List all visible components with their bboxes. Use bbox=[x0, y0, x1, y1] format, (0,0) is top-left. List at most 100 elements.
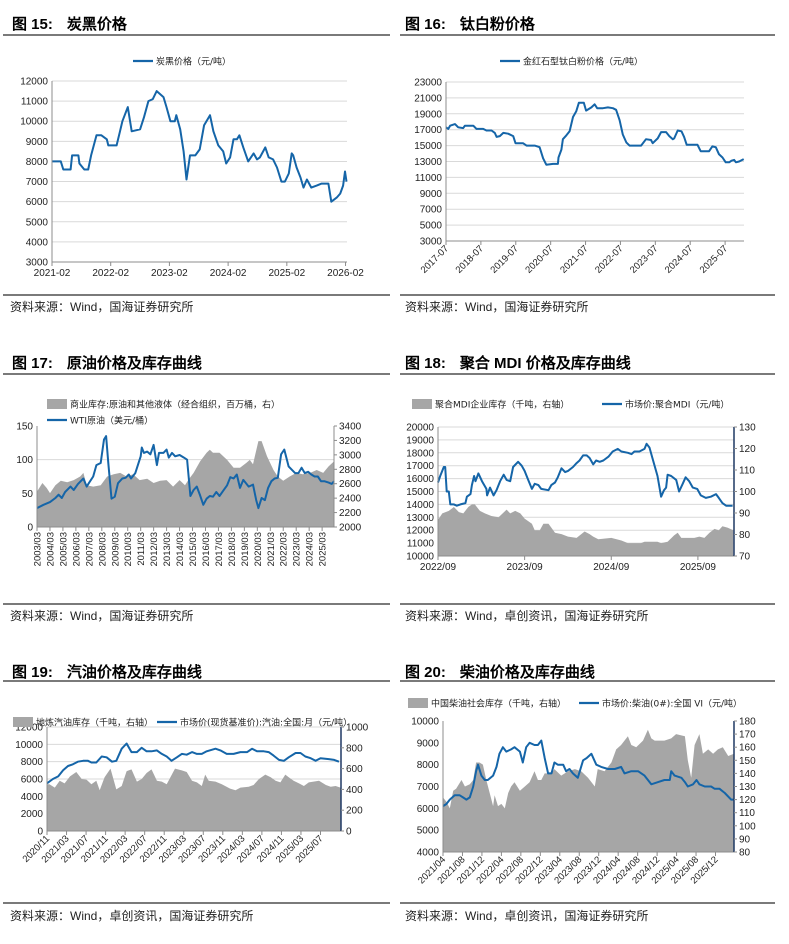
figure-title-text: 钛白粉价格 bbox=[459, 16, 535, 33]
x-tick-label: 2024-07 bbox=[663, 243, 695, 275]
y-left-tick-label: 6000 bbox=[26, 197, 49, 208]
x-tick-label: 2003/03 bbox=[33, 532, 44, 566]
y-left-tick-label: 14000 bbox=[406, 500, 434, 511]
fig18-chart: 10000 11000 12000 13000 14000 15000 16000 17000… bbox=[406, 399, 756, 574]
y-right-tick-label: 120 bbox=[739, 444, 756, 455]
legend-label: 市场价:柴油(0#):全国 VI（元/吨） bbox=[602, 698, 742, 710]
y-right-tick-label: 100 bbox=[739, 821, 756, 832]
y-left-tick-label: 16000 bbox=[406, 474, 434, 485]
y-left-tick-label: 10000 bbox=[20, 117, 48, 128]
x-tick-label: 2023-02 bbox=[151, 268, 188, 279]
y-left-tick-label: 15000 bbox=[406, 487, 434, 498]
legend-item: WTI原油（美元/桶） bbox=[47, 415, 153, 427]
legend-item: 市场价:聚合MDI（元/吨） bbox=[602, 399, 729, 411]
y-left-tick-label: 4000 bbox=[417, 848, 440, 859]
y-right-tick-label: 130 bbox=[739, 782, 756, 793]
figure-15-source: 资料来源：Wind，国海证券研究所 bbox=[10, 300, 194, 314]
y-left-tick-label: 19000 bbox=[414, 109, 442, 120]
source-divider bbox=[3, 902, 390, 904]
figure-number: 图 16: bbox=[405, 16, 446, 33]
figure-15-title: 图 15: 炭黑价格 bbox=[12, 13, 127, 34]
x-tick-label: 2016/03 bbox=[201, 532, 212, 566]
legend-swatch-area bbox=[47, 399, 67, 409]
legend-item: 金红石型钛白粉价格（元/吨） bbox=[500, 56, 643, 68]
y-left-tick-label: 12000 bbox=[20, 77, 48, 88]
y-left-tick-label: 9000 bbox=[26, 137, 49, 148]
legend-item: 地炼汽油库存（千吨，右轴） bbox=[13, 717, 153, 729]
y-left-tick-label: 8000 bbox=[21, 757, 44, 768]
title-divider bbox=[400, 373, 775, 375]
y-left-tick-label: 10000 bbox=[406, 552, 434, 563]
legend-label: 金红石型钛白粉价格（元/吨） bbox=[523, 56, 643, 68]
series-line-price bbox=[442, 739, 734, 807]
y-right-tick-label: 2400 bbox=[339, 494, 362, 505]
y-left-tick-label: 4000 bbox=[26, 237, 49, 248]
y-right-tick-label: 2200 bbox=[339, 508, 362, 519]
y-left-tick-label: 9000 bbox=[417, 738, 440, 749]
legend-swatch-area bbox=[408, 698, 428, 708]
legend-swatch-area bbox=[13, 717, 33, 727]
title-divider bbox=[400, 680, 775, 682]
y-left-tick-label: 7000 bbox=[420, 205, 443, 216]
legend-swatch-area bbox=[412, 399, 432, 409]
figure-number: 图 18: bbox=[405, 355, 446, 372]
y-right-tick-label: 140 bbox=[739, 769, 756, 780]
x-tick-label: 2014/03 bbox=[175, 532, 186, 566]
x-tick-label: 2020-07 bbox=[523, 243, 555, 275]
y-left-tick-label: 12000 bbox=[15, 723, 43, 734]
y-right-tick-label: 90 bbox=[739, 834, 751, 845]
x-tick-label: 2021/03 bbox=[266, 532, 277, 566]
legend-label: 市场价:聚合MDI（元/吨） bbox=[625, 399, 729, 411]
legend-item: 聚合MDI企业库存（千吨，右轴） bbox=[412, 399, 569, 411]
source-divider bbox=[3, 294, 390, 296]
figure-20-title: 图 20: 柴油价格及库存曲线 bbox=[405, 661, 595, 682]
y-left-tick-label: 21000 bbox=[414, 93, 442, 104]
y-left-tick-label: 15000 bbox=[414, 141, 442, 152]
y-left-tick-label: 6000 bbox=[21, 775, 44, 786]
x-tick-label: 2025/03 bbox=[318, 532, 329, 566]
y-right-tick-label: 3200 bbox=[339, 436, 362, 447]
y-right-tick-label: 130 bbox=[739, 423, 756, 434]
y-right-tick-label: 90 bbox=[739, 509, 751, 520]
y-right-tick-label: 200 bbox=[346, 806, 363, 817]
y-right-tick-label: 2000 bbox=[339, 523, 362, 534]
y-left-tick-label: 3000 bbox=[420, 237, 443, 248]
figure-16-source: 资料来源：Wind，国海证券研究所 bbox=[405, 300, 589, 314]
y-left-tick-label: 9000 bbox=[420, 189, 443, 200]
legend-label: WTI原油（美元/桶） bbox=[70, 415, 153, 427]
y-left-tick-label: 150 bbox=[16, 422, 33, 433]
y-left-tick-label: 20000 bbox=[406, 423, 434, 434]
source-divider bbox=[3, 603, 390, 605]
y-right-tick-label: 110 bbox=[739, 466, 755, 477]
fig20-chart: 4000 5000 6000 7000 8000 9000 10000 80 90 100 110 1… bbox=[408, 698, 756, 886]
title-divider bbox=[3, 34, 390, 36]
x-tick-label: 2021-07 bbox=[558, 243, 590, 275]
y-left-tick-label: 10000 bbox=[15, 740, 43, 751]
x-tick-label: 2023/03 bbox=[292, 532, 303, 566]
y-left-tick-label: 18000 bbox=[406, 448, 434, 459]
x-tick-label: 2006/03 bbox=[71, 532, 82, 566]
y-left-tick-label: 7000 bbox=[26, 177, 49, 188]
y-right-tick-label: 160 bbox=[739, 743, 756, 754]
x-tick-label: 2010/03 bbox=[123, 532, 134, 566]
fig19-chart: 0 2000 4000 6000 8000 10000 12000 0 200 400 600 800… bbox=[13, 717, 369, 865]
source-divider bbox=[400, 603, 775, 605]
fig15-chart: 3000 4000 5000 6000 7000 8000 9000 10000 11000 12… bbox=[20, 56, 364, 280]
x-tick-label: 2023-07 bbox=[628, 243, 660, 275]
y-left-tick-label: 19000 bbox=[406, 435, 434, 446]
figure-20-source: 资料来源：Wind，卓创资讯，国海证券研究所 bbox=[405, 909, 649, 923]
series-line-price bbox=[52, 90, 348, 203]
y-left-tick-label: 11000 bbox=[407, 539, 435, 550]
x-tick-label: 2017/03 bbox=[214, 532, 225, 566]
y-right-tick-label: 3000 bbox=[339, 450, 362, 461]
legend-item: 炭黑价格（元/吨） bbox=[133, 56, 231, 68]
x-tick-label: 2015/03 bbox=[188, 532, 199, 566]
y-left-tick-label: 8000 bbox=[417, 760, 440, 771]
figure-number: 图 17: bbox=[12, 355, 53, 372]
y-right-tick-label: 80 bbox=[739, 848, 751, 859]
x-tick-label: 2024/03 bbox=[305, 532, 316, 566]
y-left-tick-label: 0 bbox=[27, 523, 33, 534]
y-right-tick-label: 0 bbox=[346, 827, 352, 838]
y-left-tick-label: 6000 bbox=[417, 804, 440, 815]
y-right-tick-label: 100 bbox=[739, 487, 756, 498]
